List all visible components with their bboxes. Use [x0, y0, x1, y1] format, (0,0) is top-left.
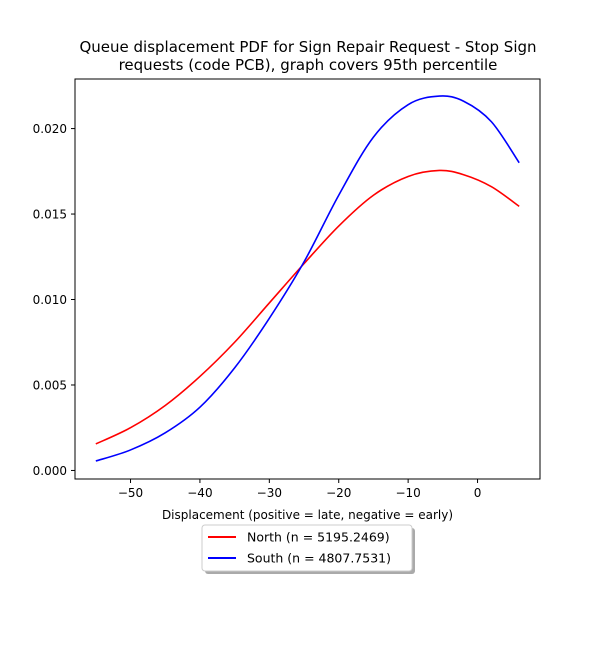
- legend-box: [201, 524, 413, 572]
- x-tick-label: −10: [395, 486, 420, 500]
- y-tick-label: 0.020: [33, 122, 67, 136]
- chart-title-line-1: Queue displacement PDF for Sign Repair R…: [79, 38, 536, 56]
- y-axis-ticks: 0.000 0.005 0.010 0.015 0.020: [33, 122, 75, 478]
- y-tick-label: 0.000: [33, 464, 67, 478]
- x-axis-label: Displacement (positive = late, negative …: [162, 508, 453, 522]
- x-tick-label: −30: [257, 486, 282, 500]
- x-tick-label: −20: [326, 486, 351, 500]
- chart-title-line-2: requests (code PCB), graph covers 95th p…: [119, 56, 498, 74]
- legend: North (n = 5195.2469) South (n = 4807.75…: [201, 524, 415, 574]
- x-tick-label: −50: [118, 486, 143, 500]
- series-line-north: [95, 169, 520, 445]
- x-tick-label: 0: [474, 486, 482, 500]
- series-line-south: [95, 95, 520, 462]
- x-tick-label: −40: [187, 486, 212, 500]
- plot-frame: [74, 78, 541, 480]
- legend-entry-north: North (n = 5195.2469): [247, 530, 390, 545]
- y-tick-label: 0.015: [33, 208, 67, 222]
- x-axis-ticks: −50 −40 −30 −20 −10 0: [118, 479, 481, 500]
- legend-entry-south: South (n = 4807.7531): [247, 551, 391, 566]
- series-lines: [95, 95, 520, 462]
- y-tick-label: 0.005: [33, 378, 67, 392]
- y-tick-label: 0.010: [33, 293, 67, 307]
